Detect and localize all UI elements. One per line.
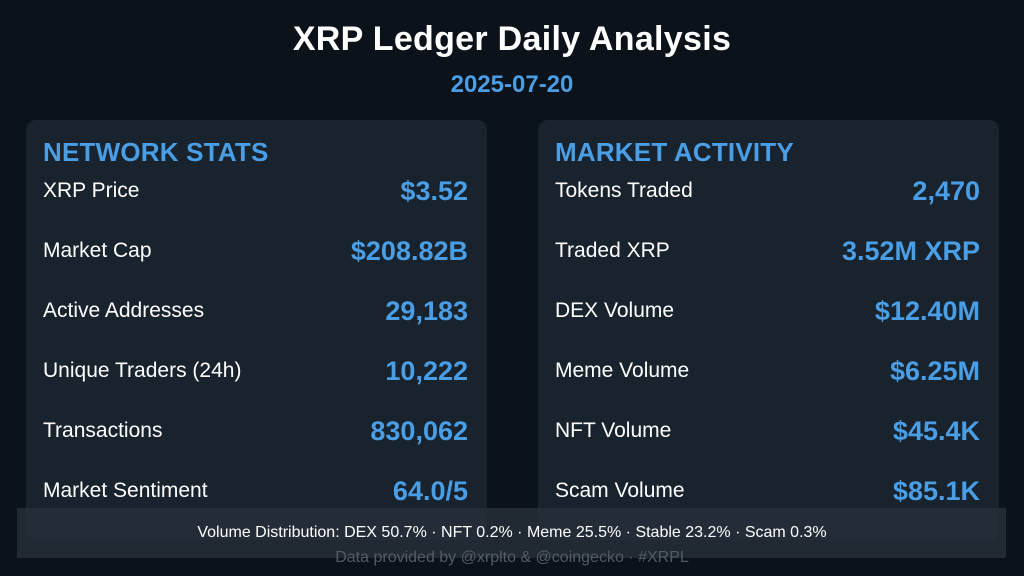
stat-label: Unique Traders (24h): [43, 359, 242, 382]
market-activity-title: MARKET ACTIVITY: [555, 137, 794, 167]
volume-distribution: Volume Distribution: DEX 50.7% · NFT 0.2…: [197, 524, 827, 541]
network-stats-title: NETWORK STATS: [43, 137, 269, 167]
stat-value: $6.25M: [889, 355, 980, 386]
stat-row-market-sentiment: Market Sentiment 64.0/5: [43, 471, 468, 511]
stat-row-meme-volume: Meme Volume $6.25M: [555, 351, 980, 391]
stat-value: $208.82B: [350, 235, 468, 266]
stat-label: Traded XRP: [555, 239, 670, 262]
stat-label: NFT Volume: [555, 419, 672, 442]
stat-value: $12.40M: [874, 295, 980, 326]
stat-row-traded-xrp: Traded XRP 3.52M XRP: [555, 231, 980, 271]
stat-value: $45.4K: [892, 415, 980, 446]
stat-label: Market Sentiment: [43, 479, 208, 502]
stat-row-market-cap: Market Cap $208.82B: [43, 231, 468, 271]
report-date: 2025-07-20: [450, 71, 574, 98]
stat-value: 64.0/5: [392, 475, 468, 506]
stat-value: 2,470: [912, 175, 980, 206]
stat-label: Meme Volume: [555, 359, 690, 382]
footer-band: [17, 508, 1006, 558]
stat-value: $85.1K: [892, 475, 980, 506]
stat-label: Active Addresses: [43, 299, 205, 322]
stat-row-active-addresses: Active Addresses 29,183: [43, 291, 468, 331]
stat-label: Tokens Traded: [555, 179, 693, 202]
stat-label: XRP Price: [43, 179, 140, 202]
stat-value: 29,183: [385, 295, 468, 326]
stat-row-unique-traders: Unique Traders (24h) 10,222: [43, 351, 468, 391]
stat-label: DEX Volume: [555, 299, 675, 322]
stat-row-nft-volume: NFT Volume $45.4K: [555, 411, 980, 451]
stat-row-dex-volume: DEX Volume $12.40M: [555, 291, 980, 331]
stat-label: Transactions: [43, 419, 163, 442]
stat-row-tokens-traded: Tokens Traded 2,470: [555, 171, 980, 211]
stat-value: 830,062: [370, 415, 468, 446]
stat-label: Market Cap: [43, 239, 152, 262]
stat-row-transactions: Transactions 830,062: [43, 411, 468, 451]
network-stats-panel: NETWORK STATS XRP Price $3.52 Market Cap…: [26, 120, 487, 540]
stat-row-scam-volume: Scam Volume $85.1K: [555, 471, 980, 511]
stat-label: Scam Volume: [555, 479, 685, 502]
stat-value: 10,222: [385, 355, 468, 386]
market-activity-panel: MARKET ACTIVITY Tokens Traded 2,470 Trad…: [538, 120, 999, 540]
data-credits: Data provided by @xrplto & @coingecko · …: [335, 549, 689, 566]
stat-value: $3.52: [400, 175, 468, 206]
stat-value: 3.52M XRP: [841, 235, 980, 266]
stat-row-xrp-price: XRP Price $3.52: [43, 171, 468, 211]
page-title: XRP Ledger Daily Analysis: [292, 20, 732, 58]
